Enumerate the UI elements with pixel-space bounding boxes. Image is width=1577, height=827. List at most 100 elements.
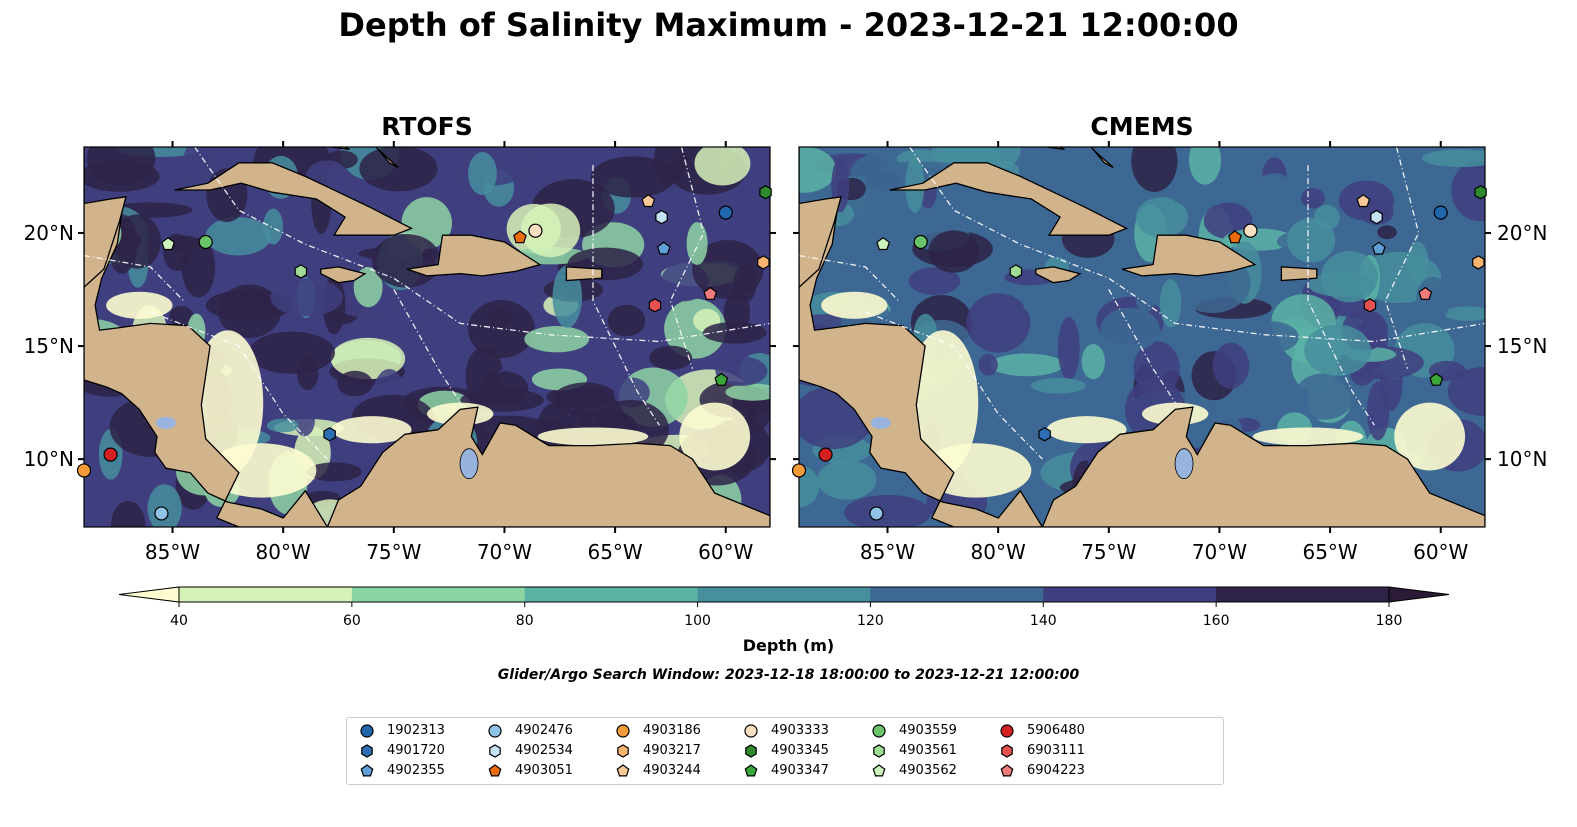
colorbar: 40 60 80 100 120 140 160 180	[118, 586, 1450, 629]
depth-patch	[1294, 373, 1354, 420]
depth-patch	[817, 459, 877, 500]
land-bahamas-b	[375, 147, 399, 168]
land-jamaica	[1035, 266, 1082, 284]
float-marker-4903347	[1429, 372, 1444, 386]
eez-boundary	[150, 311, 328, 460]
depth-patch	[427, 304, 452, 342]
colorbar-tick-label: 80	[516, 613, 534, 629]
depth-patch	[692, 239, 764, 299]
depth-patch	[686, 222, 708, 265]
land-cuba	[889, 162, 1129, 236]
map-panel-cmems: 85°W 80°W 75°W 70°W 65°W 60°W 20°N 15°N 10°N	[791, 141, 1547, 564]
legend-marker-icon	[1000, 764, 1014, 777]
colorbar-bin	[351, 587, 526, 602]
legend-label: 4903217	[643, 743, 701, 758]
lake-nicaragua	[155, 416, 176, 429]
float-marker-4903345	[1474, 185, 1487, 200]
lake-nicaragua	[870, 416, 891, 429]
legend-label: 4903562	[899, 763, 957, 778]
depth-patch	[1377, 225, 1397, 240]
depth-patch	[1135, 280, 1157, 313]
float-marker-4903562	[876, 237, 891, 251]
depth-patch	[182, 147, 210, 185]
map-area	[84, 147, 770, 527]
lat-tick-label: 10°N	[24, 447, 74, 471]
depth-patch	[270, 278, 343, 317]
depth-patch	[1287, 217, 1336, 263]
eez-boundary	[1384, 147, 1420, 369]
legend-marker-icon	[745, 744, 757, 758]
lon-tick-label: 60°W	[1413, 540, 1468, 564]
legend-marker	[872, 764, 886, 777]
land-south-america	[326, 406, 770, 527]
float-marker-6904223	[1418, 286, 1433, 300]
float-marker-4903562	[161, 237, 176, 251]
depth-patch	[1131, 147, 1178, 192]
float-marker-4902476	[869, 506, 884, 521]
lon-tick-label: 85°W	[145, 540, 200, 564]
depth-patch	[1023, 298, 1060, 315]
depth-patch	[468, 152, 497, 195]
lon-tick-label: 75°W	[366, 540, 421, 564]
legend-label: 1902313	[387, 723, 445, 738]
legend-marker	[616, 724, 630, 738]
legend-label: 4903347	[771, 763, 829, 778]
lon-tick-label: 80°W	[971, 540, 1026, 564]
float-marker-4903244	[641, 194, 656, 208]
legend-marker	[1001, 744, 1013, 758]
lat-tick-label: 15°N	[24, 334, 74, 358]
legend-marker	[872, 724, 886, 738]
lat-tick-label: 20°N	[24, 221, 74, 245]
shallow-patch	[821, 291, 888, 319]
lon-tick-label: 70°W	[1192, 540, 1247, 564]
legend-label: 4903345	[771, 743, 829, 758]
float-marker-4903333	[1243, 223, 1258, 238]
depth-patch	[1443, 306, 1485, 321]
depth-patch	[702, 321, 767, 344]
land-yucatan-west	[799, 147, 842, 289]
float-marker-4903051	[513, 230, 527, 244]
map-panel-rtofs: 85°W 80°W 75°W 70°W 65°W 60°W 20°N 15°N 10°N	[24, 141, 776, 564]
lake-maracaibo	[459, 448, 479, 480]
colorbar-under-arrow	[118, 586, 180, 603]
map-frame	[83, 146, 771, 528]
land-hispaniola	[1121, 234, 1257, 277]
land-south-america	[1041, 406, 1485, 527]
float-marker-4903217	[1472, 255, 1485, 270]
depth-patch	[1451, 160, 1485, 222]
depth-patch	[306, 462, 362, 482]
float-marker-4902355	[1371, 241, 1386, 255]
depth-patch	[1304, 324, 1371, 376]
colorbar-bin	[1043, 587, 1217, 602]
eez-boundary	[865, 311, 1043, 460]
float-marker-4903186	[76, 463, 92, 478]
legend-label: 4902355	[387, 763, 445, 778]
lon-tick-label: 80°W	[256, 540, 311, 564]
legend-marker	[1000, 764, 1014, 777]
search-window-caption: Glider/Argo Search Window: 2023-12-18 18…	[497, 667, 1080, 683]
legend-label: 4903333	[771, 723, 829, 738]
map-area	[799, 147, 1485, 527]
colorbar-bin	[179, 587, 353, 602]
depth-patch	[654, 147, 688, 185]
shallow-patch	[1394, 402, 1466, 471]
lon-tick-label: 60°W	[698, 540, 753, 564]
depth-patch	[86, 147, 156, 186]
legend-marker	[489, 744, 501, 758]
eez-boundary	[799, 254, 900, 302]
shallow-patch	[331, 416, 412, 444]
depth-patch	[1188, 147, 1222, 185]
legend-marker-icon	[744, 724, 758, 738]
depth-patch	[1031, 377, 1086, 394]
land-bahamas-a	[1046, 147, 1065, 150]
float-marker-4903186	[791, 463, 807, 478]
depth-patch	[1308, 272, 1375, 297]
float-marker-1902313	[718, 205, 733, 220]
shallow-patch	[907, 330, 979, 475]
float-marker-6903111	[1363, 298, 1377, 313]
legend-label: 4901720	[387, 743, 445, 758]
colorbar-bin	[870, 587, 1044, 602]
legend-marker	[488, 724, 502, 738]
legend-marker	[744, 764, 758, 777]
